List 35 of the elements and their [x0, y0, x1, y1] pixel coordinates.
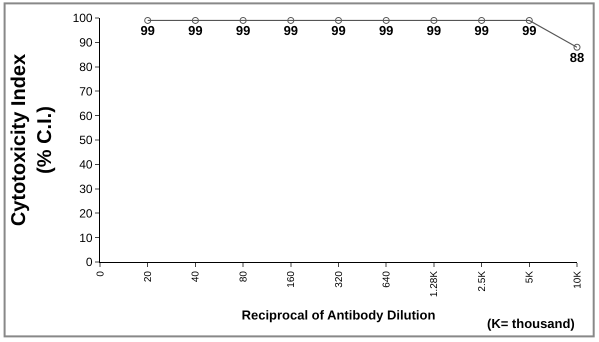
- x-tick-label: 10K: [572, 270, 584, 289]
- y-tick-label: 70: [79, 84, 93, 98]
- data-label: 99: [188, 22, 203, 38]
- data-label: 99: [236, 22, 250, 38]
- data-label: 88: [570, 50, 584, 65]
- y-tick-label: 0: [86, 255, 93, 270]
- data-label: 99: [474, 22, 489, 38]
- y-tick-label: 10: [79, 230, 93, 245]
- y-tick-label: 60: [79, 108, 93, 123]
- y-tick-label: 90: [79, 36, 93, 50]
- y-tick-label: 80: [79, 60, 93, 74]
- x-tick-label: 80: [238, 270, 250, 282]
- data-label: 99: [140, 22, 155, 38]
- x-tick-label: 640: [381, 270, 392, 288]
- data-label: 99: [522, 22, 537, 38]
- y-tick-label: 20: [79, 206, 93, 220]
- x-tick-label: 1.28K: [429, 270, 440, 298]
- y-axis-title: Cytotoxicity Index (% C.I.): [8, 54, 56, 226]
- x-tick-label: 20: [142, 270, 154, 282]
- y-tick-label: 30: [79, 182, 93, 196]
- x-tick-label: 0: [95, 270, 106, 277]
- x-tick-label: 40: [190, 270, 202, 282]
- y-tick-label: 50: [79, 133, 93, 148]
- y-tick-label: 40: [79, 158, 93, 172]
- x-tick-label: 160: [286, 270, 298, 288]
- data-label: 99: [378, 22, 394, 38]
- x-tick-label: 320: [334, 270, 345, 288]
- x-tick-label: 5K: [524, 270, 536, 284]
- x-axis-title: Reciprocal of Antibody Dilution: [242, 308, 436, 323]
- text: (K= thousand): [487, 316, 575, 331]
- data-label: 99: [331, 22, 346, 38]
- y-tick-label: 100: [72, 11, 93, 26]
- data-label: 99: [284, 22, 298, 38]
- data-label: 99: [426, 22, 442, 38]
- x-tick-label: 2.5K: [476, 270, 488, 292]
